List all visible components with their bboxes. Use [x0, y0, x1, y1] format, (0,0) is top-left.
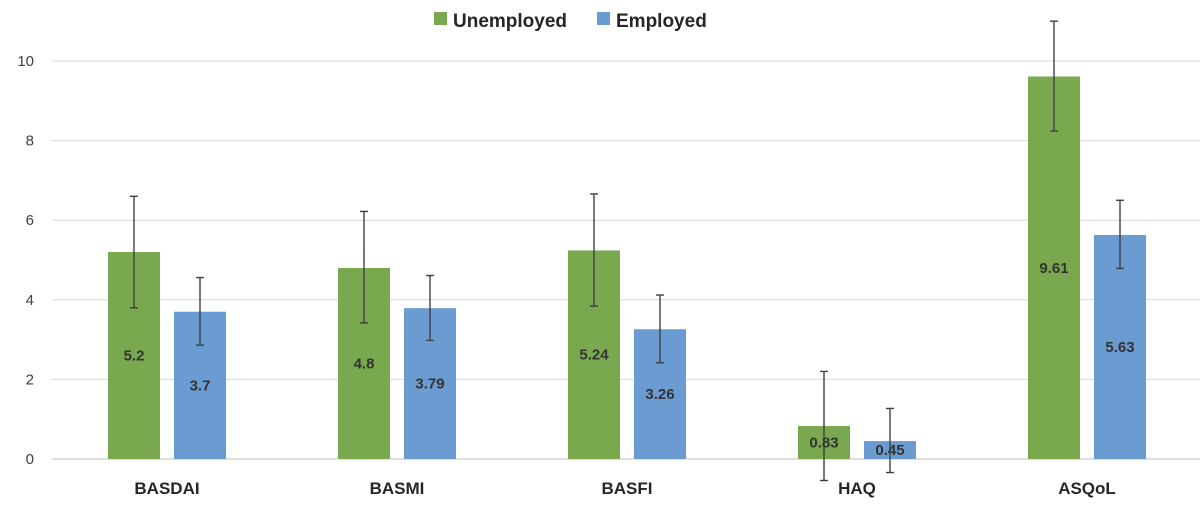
legend-swatch-employed [597, 12, 610, 25]
data-label-unemployed: 4.8 [354, 355, 375, 372]
bar-unemployed [1028, 76, 1080, 459]
x-tick-label: HAQ [838, 479, 876, 498]
y-tick-label: 10 [17, 53, 34, 70]
data-label-employed: 3.7 [190, 377, 211, 394]
x-axis: BASDAI BASMI BASFI HAQ ASQoL [134, 479, 1115, 498]
gridlines [52, 60, 1200, 460]
y-tick-label: 0 [26, 451, 34, 468]
data-labels: 5.2 3.7 4.8 3.79 5.24 3.26 0.83 0.45 9.61 5.63 [124, 260, 1135, 459]
data-label-employed: 0.45 [875, 442, 904, 459]
x-tick-label: BASFI [602, 479, 653, 498]
y-tick-label: 6 [26, 212, 34, 229]
legend-label-unemployed: Unemployed [453, 11, 567, 32]
y-tick-label: 8 [26, 133, 34, 150]
data-label-unemployed: 9.61 [1039, 260, 1068, 277]
data-label-unemployed: 5.2 [124, 348, 145, 365]
x-tick-label: BASDAI [134, 479, 199, 498]
data-label-unemployed: 0.83 [809, 434, 838, 451]
legend: Unemployed Employed [434, 11, 707, 32]
bars [108, 76, 1146, 459]
bar-employed [1094, 234, 1146, 459]
x-tick-label: BASMI [370, 479, 425, 498]
x-tick-label: ASQoL [1058, 479, 1116, 498]
data-label-unemployed: 5.24 [579, 347, 609, 364]
data-label-employed: 5.63 [1105, 339, 1134, 356]
legend-swatch-unemployed [434, 12, 447, 25]
data-label-employed: 3.79 [415, 376, 444, 393]
error-bars [130, 20, 1124, 482]
y-tick-label: 2 [26, 371, 34, 388]
y-tick-label: 4 [26, 292, 34, 309]
data-label-employed: 3.26 [645, 386, 674, 403]
y-axis: 0 2 4 6 8 10 [17, 53, 34, 468]
legend-label-employed: Employed [616, 11, 707, 32]
